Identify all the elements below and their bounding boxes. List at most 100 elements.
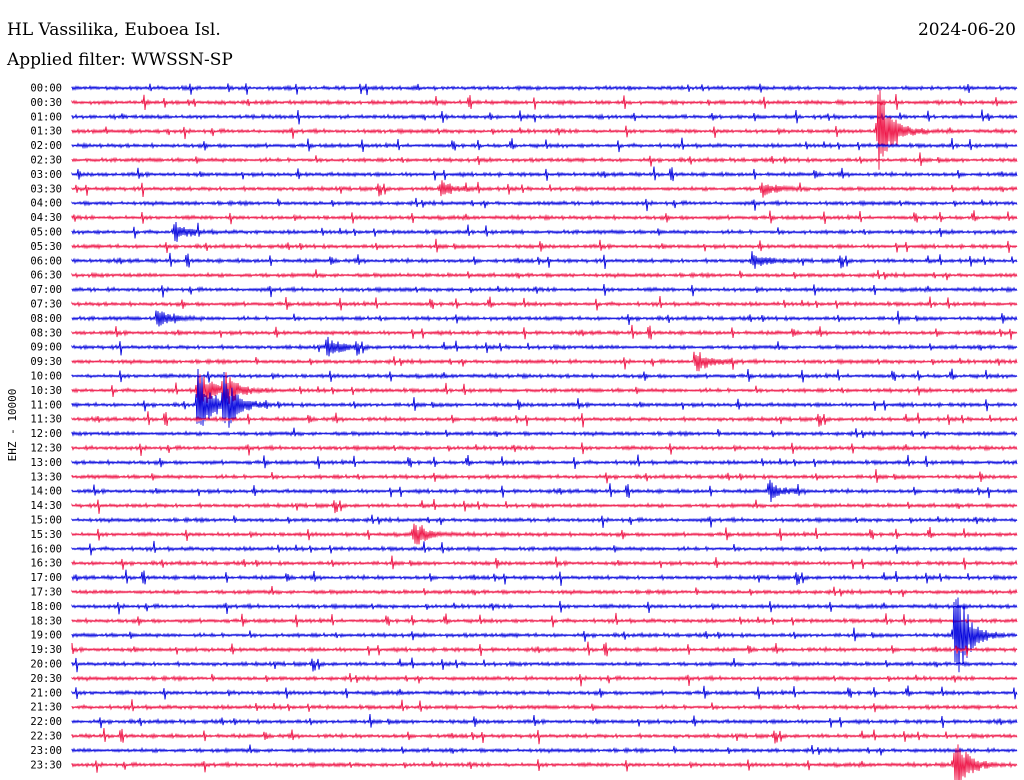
time-label: 20:00 xyxy=(30,659,62,671)
time-label: 19:30 xyxy=(30,644,62,656)
trace-line xyxy=(71,744,1018,780)
time-label: 09:00 xyxy=(30,342,62,354)
time-label: 23:00 xyxy=(30,745,62,757)
time-label: 01:00 xyxy=(30,111,62,123)
trace-line xyxy=(71,744,1018,756)
time-label: 13:30 xyxy=(30,471,62,483)
trace-line xyxy=(71,555,1018,570)
time-label: 22:00 xyxy=(30,716,62,728)
trace-line xyxy=(71,600,1018,615)
trace-line xyxy=(71,310,1018,327)
time-label: 10:00 xyxy=(30,371,62,383)
station-title: HL Vassilika, Euboea Isl. xyxy=(7,20,221,40)
trace-line xyxy=(71,351,1018,372)
trace-line xyxy=(71,586,1018,598)
trace-line xyxy=(71,221,1018,242)
trace-line xyxy=(71,368,1018,383)
time-label: 19:00 xyxy=(30,630,62,642)
trace-line xyxy=(71,469,1018,484)
trace-line xyxy=(71,523,1018,545)
trace-line xyxy=(71,109,1018,125)
trace-line xyxy=(71,597,1018,673)
trace-line xyxy=(71,210,1018,225)
time-label: 03:30 xyxy=(30,183,62,195)
trace-line xyxy=(71,540,1018,556)
time-label: 18:30 xyxy=(30,615,62,627)
date-label: 2024-06-20 xyxy=(917,20,1016,40)
trace-line xyxy=(71,569,1018,586)
trace-line xyxy=(71,368,1018,428)
time-label-layer: 00:00 00:30 01:00 01:30 02:00 02:30 03:00 03:30… xyxy=(30,83,62,772)
time-label: 07:30 xyxy=(30,299,62,311)
trace-line xyxy=(71,713,1018,729)
time-label: 21:30 xyxy=(30,702,62,714)
trace-line xyxy=(71,197,1018,212)
trace-line xyxy=(71,514,1018,528)
time-label: 18:00 xyxy=(30,601,62,613)
time-label: 16:30 xyxy=(30,558,62,570)
time-label: 14:30 xyxy=(30,500,62,512)
time-label: 06:30 xyxy=(30,270,62,282)
time-label: 15:30 xyxy=(30,529,62,541)
time-label: 11:00 xyxy=(30,399,62,411)
trace-line xyxy=(71,685,1018,700)
time-label: 17:30 xyxy=(30,587,62,599)
trace-line xyxy=(71,612,1018,628)
trace-line xyxy=(71,152,1018,167)
trace-line xyxy=(71,296,1018,311)
time-label: 22:30 xyxy=(30,731,62,743)
time-label: 16:00 xyxy=(30,543,62,555)
time-label: 01:30 xyxy=(30,126,62,138)
time-label: 02:30 xyxy=(30,155,62,167)
time-label: 20:30 xyxy=(30,673,62,685)
trace-line xyxy=(71,427,1018,439)
trace-layer xyxy=(71,83,1018,780)
trace-line xyxy=(71,499,1018,514)
time-label: 04:30 xyxy=(30,212,62,224)
trace-line xyxy=(71,90,1018,170)
time-label: 23:30 xyxy=(30,759,62,771)
trace-line xyxy=(71,728,1018,745)
time-label: 17:00 xyxy=(30,572,62,584)
trace-line xyxy=(71,324,1018,340)
trace-line xyxy=(71,371,1018,414)
trace-line xyxy=(71,699,1018,713)
time-label: 07:00 xyxy=(30,284,62,296)
trace-line xyxy=(71,269,1018,281)
filter-label: Applied filter: WWSSN-SP xyxy=(7,50,233,70)
time-label: 12:30 xyxy=(30,443,62,455)
time-label: 03:00 xyxy=(30,169,62,181)
trace-line xyxy=(71,284,1018,298)
time-label: 09:30 xyxy=(30,356,62,368)
time-label: 06:00 xyxy=(30,255,62,267)
time-label: 08:00 xyxy=(30,313,62,325)
trace-line xyxy=(71,442,1018,456)
trace-line xyxy=(71,180,1018,198)
trace-line xyxy=(71,238,1018,253)
time-label: 10:30 xyxy=(30,385,62,397)
time-label: 05:30 xyxy=(30,241,62,253)
trace-line xyxy=(71,94,1018,111)
time-label: 12:00 xyxy=(30,428,62,440)
time-label: 15:00 xyxy=(30,515,62,527)
trace-line xyxy=(71,657,1018,673)
time-label: 08:30 xyxy=(30,327,62,339)
trace-line xyxy=(71,673,1018,687)
trace-line xyxy=(71,479,1018,503)
time-label: 21:00 xyxy=(30,687,62,699)
time-label: 11:30 xyxy=(30,414,62,426)
time-label: 14:00 xyxy=(30,486,62,498)
trace-line xyxy=(71,336,1018,357)
time-label: 13:00 xyxy=(30,457,62,469)
trace-line xyxy=(71,83,1018,96)
trace-line xyxy=(71,641,1018,657)
time-label: 00:30 xyxy=(30,97,62,109)
time-label: 05:00 xyxy=(30,227,62,239)
time-label: 00:00 xyxy=(30,83,62,95)
trace-line xyxy=(71,137,1018,153)
channel-label: EHZ - 10000 xyxy=(6,389,19,462)
trace-line xyxy=(71,166,1018,182)
time-label: 04:00 xyxy=(30,198,62,210)
trace-line xyxy=(71,411,1018,428)
